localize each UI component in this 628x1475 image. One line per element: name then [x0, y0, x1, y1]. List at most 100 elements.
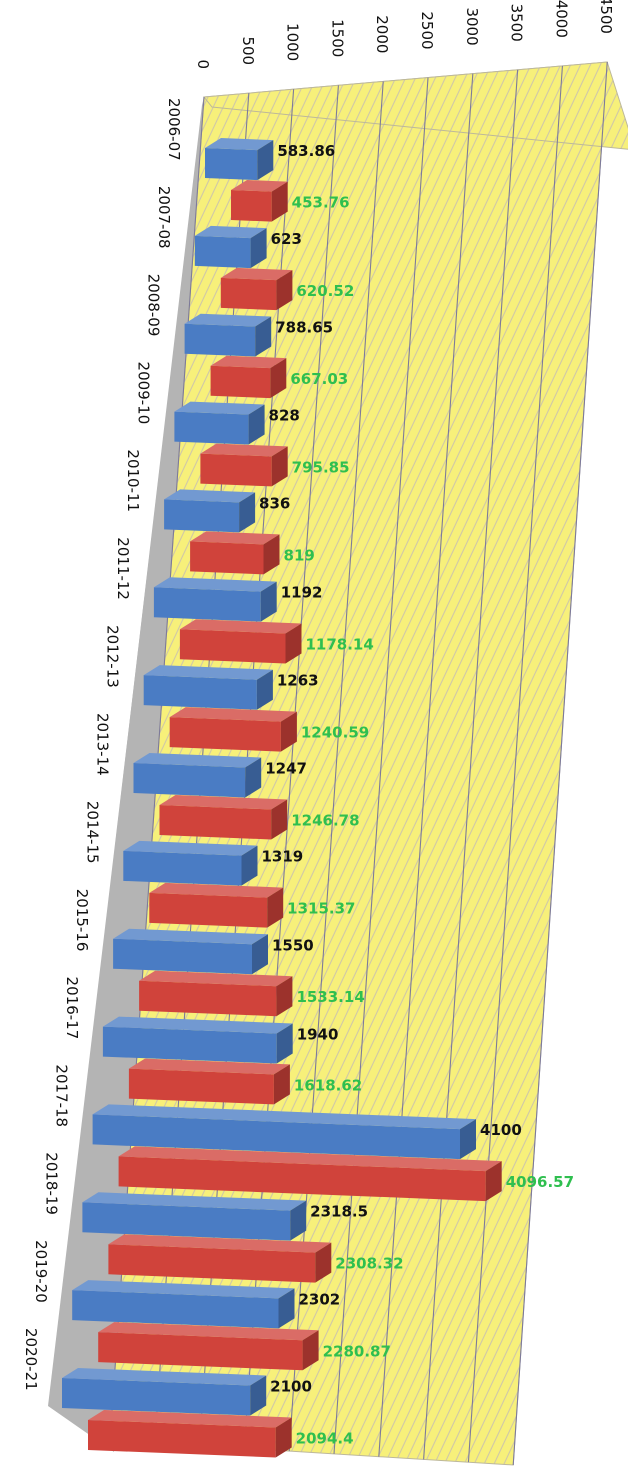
data-label: 1319 [261, 848, 303, 866]
bar-end [252, 934, 268, 975]
category-label: 2008-09 [145, 274, 163, 337]
bar-top [164, 489, 256, 503]
gridline [378, 73, 474, 1457]
bar-front [220, 277, 277, 311]
bar-front [194, 235, 251, 269]
bar-top [174, 401, 265, 415]
bar-top [118, 1146, 502, 1172]
data-label: 795.85 [292, 458, 350, 476]
bar-front [174, 411, 249, 445]
bar-front [62, 1378, 251, 1416]
category-label: 2019-20 [32, 1240, 50, 1303]
data-label: 4096.57 [506, 1173, 574, 1191]
gridline [423, 69, 519, 1460]
bar-front [72, 1290, 279, 1329]
bar-top [108, 1234, 332, 1253]
data-label: 836 [259, 494, 290, 512]
bar-top [179, 619, 302, 634]
category-label: 2018-19 [42, 1152, 60, 1215]
bar-end [302, 1330, 319, 1371]
bar-end [239, 492, 256, 533]
data-label: 1247 [265, 759, 307, 777]
bar-end [256, 669, 273, 710]
bar-top [133, 753, 262, 768]
value-tick-label: 3000 [463, 7, 481, 45]
category-label: 2020-21 [22, 1328, 40, 1391]
bar-front [149, 892, 268, 928]
category-label: 2010-11 [124, 449, 142, 512]
chart-floor-side [48, 97, 208, 1452]
bar-end [267, 887, 284, 928]
data-label: 1315.37 [287, 900, 355, 918]
bar-end [257, 140, 274, 181]
value-tick-label: 0 [194, 59, 212, 69]
bar-top [205, 138, 274, 151]
data-label: 2100 [270, 1378, 312, 1396]
data-label: 1178.14 [305, 636, 373, 654]
bar-top [210, 355, 287, 369]
data-label: 1550 [272, 936, 314, 954]
bar-front [143, 675, 257, 710]
value-tick-label: 3500 [508, 4, 526, 42]
bar-top [98, 1322, 319, 1341]
bar-top [82, 1192, 307, 1211]
bar-end [285, 623, 302, 664]
bar-top [200, 443, 288, 457]
bar-front [118, 1156, 486, 1202]
data-label: 2308.32 [335, 1255, 403, 1273]
category-label: 2017-18 [53, 1064, 71, 1127]
bar-top [62, 1368, 267, 1386]
value-tick-label: 4500 [597, 0, 615, 34]
bar-end [315, 1242, 332, 1283]
bar-top [143, 665, 273, 680]
bar-front [82, 1202, 291, 1241]
value-tick-label: 1000 [284, 23, 302, 61]
data-label: 4100 [480, 1121, 522, 1139]
bar-front [169, 717, 281, 752]
value-tick-label: 1500 [328, 19, 346, 57]
bar-front [210, 365, 271, 399]
bar-end [276, 976, 293, 1017]
data-label: 620.52 [296, 282, 354, 300]
gridline [512, 61, 608, 1466]
bar-top [88, 1410, 292, 1428]
bar-top [220, 267, 293, 281]
bar-end [275, 1417, 292, 1458]
category-label: 2016-17 [63, 977, 81, 1040]
bar-top [102, 1016, 293, 1034]
bar-end [485, 1161, 502, 1202]
bar-end [260, 581, 277, 622]
bar-top [149, 882, 284, 898]
bar-top [92, 1104, 476, 1130]
bar-end [273, 1064, 290, 1105]
bar-top [72, 1280, 295, 1299]
category-label: 2007-08 [155, 186, 173, 249]
data-label: 667.03 [290, 370, 348, 388]
category-label: 2006-07 [165, 98, 183, 161]
bar-top [184, 313, 272, 327]
bar-front [205, 148, 258, 181]
data-label: 2302 [298, 1290, 340, 1308]
bar-front [133, 763, 246, 798]
category-label: 2014-15 [83, 801, 101, 864]
bar-end [276, 270, 293, 311]
data-label: 1246.78 [291, 811, 359, 829]
value-tick-label: 2000 [373, 15, 391, 53]
bar-front [123, 850, 242, 886]
bar-top [194, 225, 267, 239]
bar-top [190, 531, 280, 545]
bar-top [159, 795, 288, 810]
bar-end [271, 799, 288, 840]
data-label: 583.86 [277, 142, 335, 160]
data-label: 453.76 [292, 194, 350, 212]
bar-end [271, 181, 288, 222]
bar-front [88, 1420, 276, 1458]
data-label: 819 [284, 546, 315, 564]
bar-front [113, 938, 252, 975]
bar-top [123, 840, 258, 856]
bar-top [153, 577, 277, 592]
category-label: 2012-13 [104, 625, 122, 688]
data-label: 2094.4 [296, 1430, 354, 1448]
bar-end [271, 446, 288, 487]
